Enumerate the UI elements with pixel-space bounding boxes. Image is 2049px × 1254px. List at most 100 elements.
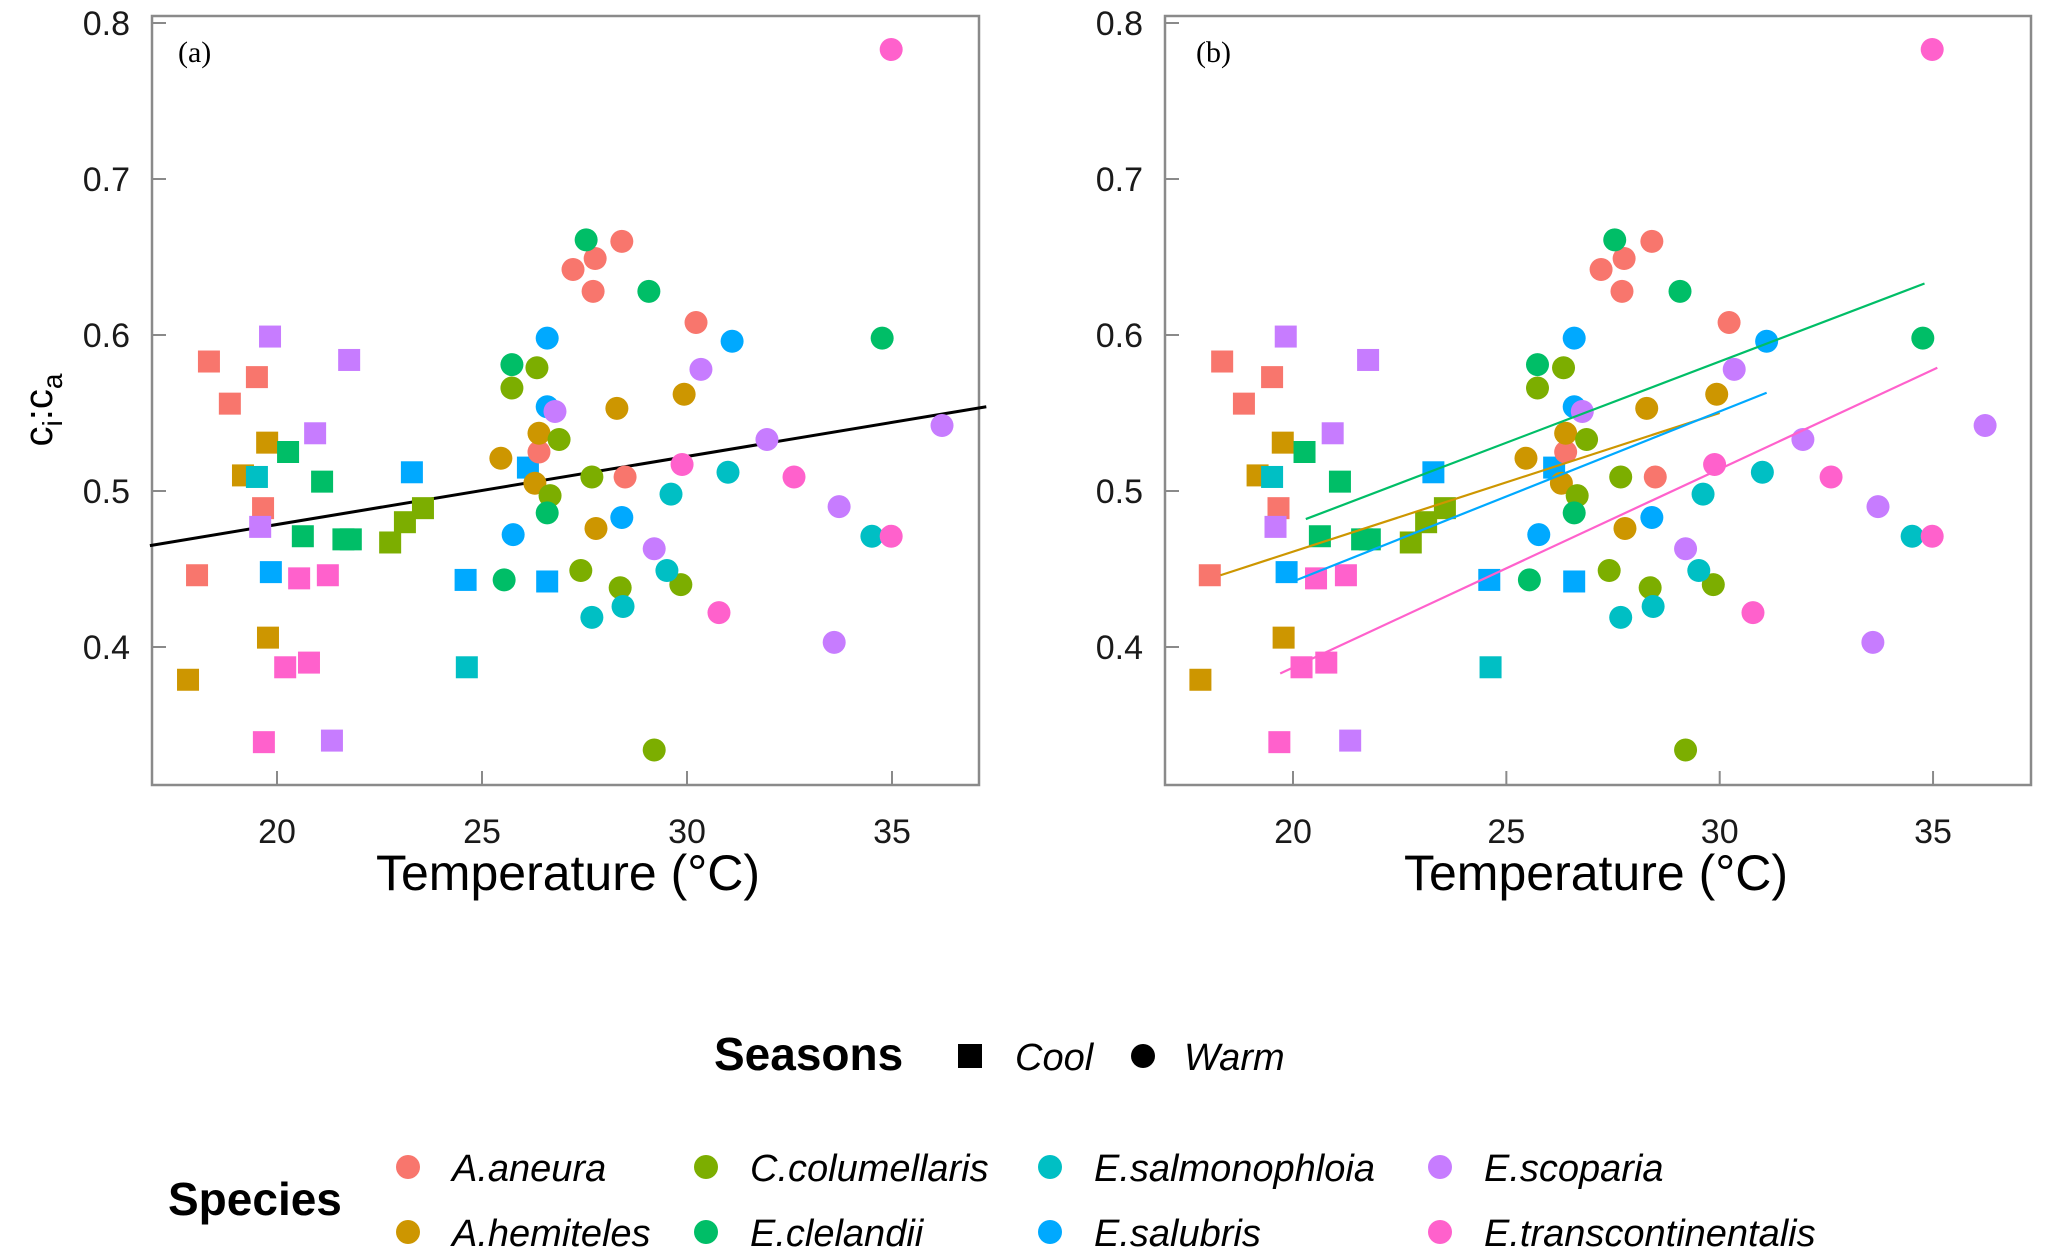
panel-label-a: (a) xyxy=(178,36,211,69)
data-point-warm xyxy=(574,228,598,252)
legend-species-swatch xyxy=(396,1155,420,1179)
data-point-cool xyxy=(1232,392,1255,415)
data-point-warm xyxy=(523,471,547,495)
data-point-cool xyxy=(256,431,279,454)
panel-b: 20 25 30 35 0.4 0.5 0.6 0.7 0.8 (b) Temperature … xyxy=(1096,5,2033,901)
data-point-warm xyxy=(1640,506,1664,530)
data-point-warm xyxy=(492,568,516,592)
legend-species-swatch xyxy=(1038,1155,1062,1179)
data-point-warm xyxy=(827,495,851,519)
data-point-warm xyxy=(561,257,585,281)
legend-seasons: Seasons Cool Warm xyxy=(714,1028,1285,1080)
data-point-warm xyxy=(1687,559,1711,583)
data-point-warm xyxy=(610,506,634,530)
legend-species-label: A.aneura xyxy=(450,1148,606,1190)
data-point-warm xyxy=(659,482,683,506)
data-point-cool xyxy=(277,441,300,463)
data-point-cool xyxy=(1267,497,1290,520)
data-point-warm xyxy=(1641,594,1665,618)
data-point-warm xyxy=(608,576,632,600)
data-point-cool xyxy=(1189,668,1212,691)
data-point-warm xyxy=(716,460,740,484)
y-tick-label: 0.7 xyxy=(1096,161,1143,199)
data-point-cool xyxy=(1268,731,1291,754)
data-point-warm xyxy=(1562,501,1586,525)
data-point-warm xyxy=(580,605,604,629)
data-point-cool xyxy=(411,497,434,520)
data-point-warm xyxy=(637,279,661,303)
y-axis-title: ci:ca xyxy=(17,373,68,446)
y-tick-label: 0.4 xyxy=(83,629,130,667)
data-point-cool xyxy=(1274,325,1297,348)
data-point-warm xyxy=(1609,465,1633,489)
data-point-warm xyxy=(870,326,894,350)
y-tick-label: 0.6 xyxy=(1096,317,1143,355)
legend-species: Species A.aneura A.hemiteles C.columellari… xyxy=(168,1148,1816,1254)
data-point-warm xyxy=(1575,428,1599,452)
data-point-warm xyxy=(642,537,666,561)
data-point-warm xyxy=(1920,38,1944,62)
data-point-cool xyxy=(291,525,314,548)
points-a xyxy=(177,38,954,762)
data-point-cool xyxy=(1275,561,1298,584)
data-point-cool xyxy=(536,570,559,593)
data-point-warm xyxy=(1525,376,1549,400)
data-point-cool xyxy=(177,668,200,691)
data-point-warm xyxy=(580,465,604,489)
fit-line xyxy=(1220,411,1721,577)
x-tick-label: 20 xyxy=(258,813,296,851)
data-point-cool xyxy=(1415,511,1438,534)
data-point-warm xyxy=(1610,279,1634,303)
data-point-warm xyxy=(879,38,903,62)
data-point-warm xyxy=(527,421,551,445)
fit-line xyxy=(1279,366,1938,675)
x-tick-label: 25 xyxy=(1487,813,1525,851)
data-point-warm xyxy=(501,523,525,547)
data-point-warm xyxy=(1565,484,1589,508)
data-point-warm xyxy=(1517,568,1541,592)
data-point-warm xyxy=(1861,630,1885,654)
data-point-cool xyxy=(1211,350,1234,373)
data-point-warm xyxy=(1552,356,1576,380)
fit-lines-a xyxy=(149,405,987,548)
data-point-warm xyxy=(655,559,679,583)
data-point-warm xyxy=(822,630,846,654)
data-point-warm xyxy=(1570,399,1594,423)
data-point-warm xyxy=(669,573,693,597)
y-tick-label: 0.4 xyxy=(1096,629,1143,667)
legend-species-swatch xyxy=(396,1220,420,1244)
legend-species-label: E.scoparia xyxy=(1484,1148,1664,1190)
data-point-cool xyxy=(1563,570,1586,593)
data-point-cool xyxy=(1357,348,1380,371)
data-point-warm xyxy=(1554,440,1578,464)
ylabel-sub-a: a xyxy=(37,373,68,389)
data-point-warm xyxy=(1866,495,1890,519)
ylabel-c1: c xyxy=(17,426,61,446)
legend-species-swatch xyxy=(1038,1220,1062,1244)
data-point-warm xyxy=(930,413,954,437)
axis-ticks-b: 20 25 30 35 0.4 0.5 0.6 0.7 0.8 xyxy=(1096,5,1952,851)
data-point-cool xyxy=(1271,431,1294,454)
legend-species-label: A.hemiteles xyxy=(450,1213,651,1254)
data-point-warm xyxy=(720,329,744,353)
circle-icon xyxy=(1131,1044,1155,1068)
data-point-cool xyxy=(311,470,334,493)
data-point-cool xyxy=(379,531,402,554)
fit-lines-b xyxy=(1220,282,1938,675)
data-point-cool xyxy=(316,564,339,587)
data-point-warm xyxy=(613,465,637,489)
legend-species-swatch xyxy=(694,1220,718,1244)
data-point-cool xyxy=(1479,656,1502,679)
data-point-cool xyxy=(454,568,477,591)
data-point-cool xyxy=(1321,422,1344,445)
square-icon xyxy=(958,1044,982,1068)
data-point-warm xyxy=(1717,311,1741,335)
data-point-warm xyxy=(1674,738,1698,762)
data-point-warm xyxy=(1613,516,1637,540)
data-point-warm xyxy=(1705,382,1729,406)
y-tick-label: 0.8 xyxy=(83,5,130,43)
data-point-cool xyxy=(1339,729,1362,752)
data-point-warm xyxy=(670,452,694,476)
data-point-warm xyxy=(1640,229,1664,253)
